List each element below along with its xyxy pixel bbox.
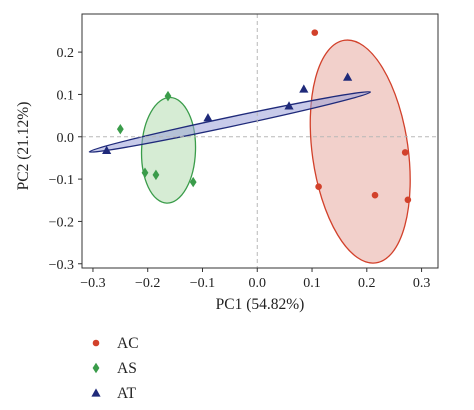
x-tick-label: 0.2 [358, 276, 376, 291]
legend-label-ac: AC [117, 335, 139, 352]
legend-marker-at [91, 388, 101, 397]
point-ac-3 [371, 191, 379, 199]
x-tick-label: 0.1 [303, 276, 321, 291]
point-ac-1 [311, 29, 319, 36]
x-tick-label: −0.1 [190, 276, 215, 291]
y-tick-label: −0.1 [49, 173, 74, 188]
plot-frame [81, 13, 439, 269]
legend-marker-as [92, 362, 100, 374]
point-as-2 [164, 90, 172, 102]
point-as-1 [116, 123, 124, 135]
y-tick-label: −0.3 [49, 258, 74, 273]
point-as-3 [141, 167, 149, 178]
y-tick-label: 0.1 [57, 88, 75, 103]
data-points [102, 29, 412, 204]
point-ac-2 [315, 183, 322, 191]
legend-marker-ac [92, 339, 100, 347]
point-at-2 [203, 113, 213, 122]
axes: −0.3 −0.2 −0.1 0.0 0.1 0.2 0.3 0.2 0.1 0.0 −0.1 −0.… [49, 13, 439, 291]
point-at-4 [299, 84, 309, 93]
reference-lines [82, 14, 438, 268]
y-tick-label: 0.0 [57, 131, 75, 146]
x-tick-label: −0.2 [135, 276, 160, 291]
legend-label-as: AS [117, 360, 137, 377]
point-ac-4 [401, 149, 409, 156]
legend-label-at: AT [117, 385, 136, 402]
legend: AC AS AT [91, 335, 139, 402]
point-ac-5 [404, 196, 412, 204]
x-tick-label: −0.3 [80, 276, 105, 291]
y-axis-title: PC2 (21.12%) [15, 102, 32, 191]
x-tick-label: 0.3 [413, 276, 431, 291]
ellipse-as [140, 96, 197, 204]
point-at-5 [343, 72, 353, 81]
point-at-1 [102, 145, 112, 154]
y-tick-label: −0.2 [49, 215, 74, 230]
point-as-4 [152, 169, 160, 181]
confidence-ellipses [88, 39, 411, 264]
point-at-3 [284, 101, 294, 110]
x-axis-title: PC1 (54.82%) [216, 296, 305, 313]
x-tick-label: 0.0 [249, 276, 267, 291]
y-tick-label: 0.2 [57, 46, 75, 61]
point-as-5 [189, 176, 197, 188]
